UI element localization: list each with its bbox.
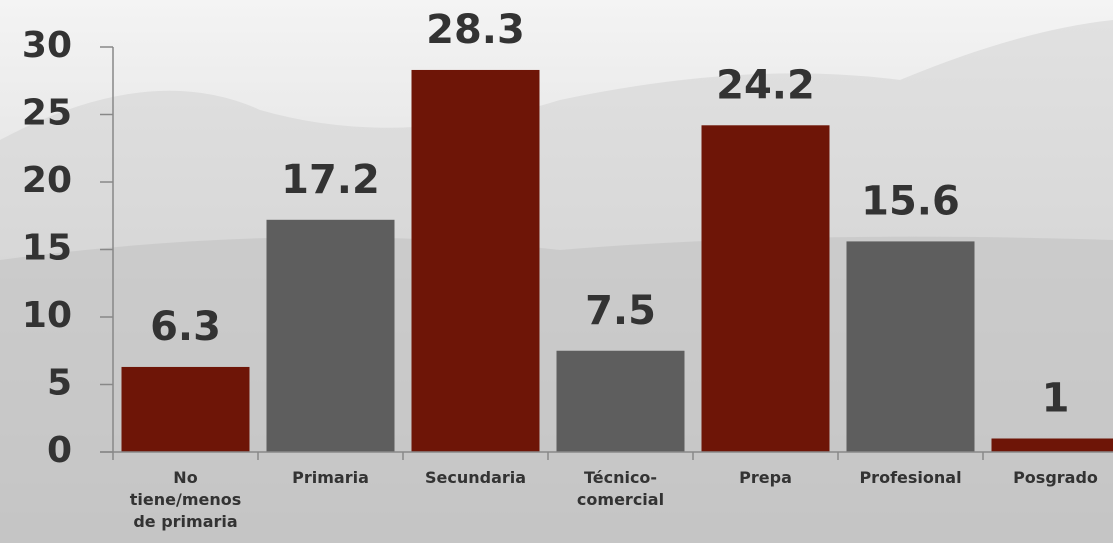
x-tick-label: Primaria [292, 468, 369, 487]
y-tick-label: 5 [47, 363, 72, 404]
data-label: 7.5 [585, 288, 656, 334]
x-tick-label: No tiene/menos de primaria [129, 468, 242, 531]
data-label: 15.6 [861, 178, 960, 224]
bar [701, 125, 830, 453]
y-tick-label: 15 [22, 228, 72, 269]
bar [556, 350, 685, 452]
data-label: 24.2 [716, 62, 815, 108]
x-tick-label: Profesional [859, 468, 962, 487]
x-tick-label: Secundaria [424, 468, 527, 487]
bar [266, 219, 395, 452]
x-tick-label: Prepa [739, 468, 792, 487]
data-label: 6.3 [150, 304, 221, 350]
bar [411, 69, 540, 452]
bar [121, 366, 250, 452]
x-tick-label: Posgrado [1013, 468, 1098, 487]
data-label: 1 [1042, 376, 1070, 422]
y-tick-label: 0 [47, 430, 72, 471]
bar [846, 241, 975, 452]
y-tick-label: 20 [22, 160, 72, 201]
x-tick-label: Técnico-comercial [576, 468, 665, 509]
data-label: 17.2 [281, 157, 380, 203]
y-tick-label: 10 [22, 295, 72, 336]
y-tick-label: 25 [22, 93, 72, 134]
bar [991, 438, 1113, 452]
data-label: 28.3 [426, 7, 525, 53]
y-tick-label: 30 [22, 25, 72, 66]
